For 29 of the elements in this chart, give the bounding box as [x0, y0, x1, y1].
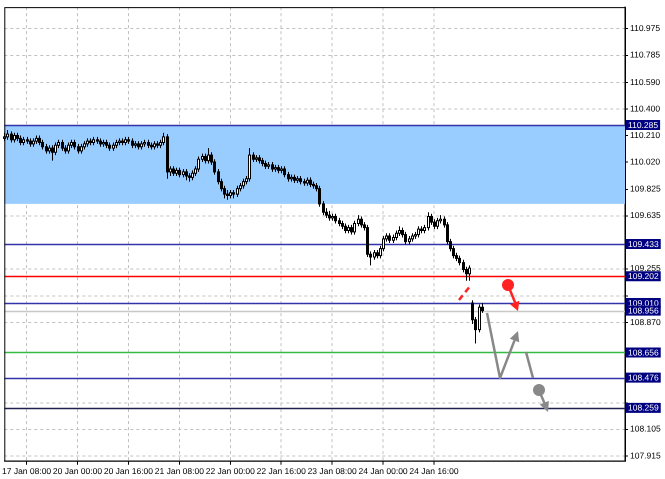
- x-tick-label: 24 Jan 16:00: [409, 466, 459, 476]
- y-tick-label: 110.400: [630, 103, 660, 114]
- y-tick-label: 110.590: [630, 76, 660, 87]
- y-tick-label: 109.635: [630, 210, 661, 220]
- y-tick-label: 108.105: [630, 424, 661, 434]
- y-tick-label: 110.785: [630, 50, 660, 60]
- x-tick-label: 20 Jan 16:00: [104, 466, 154, 476]
- y-tick-label: 108.870: [630, 316, 661, 327]
- ref-line-label: 108.656: [628, 347, 659, 358]
- x-tick-label: 22 Jan 00:00: [206, 466, 256, 476]
- x-tick-label: 23 Jan 08:00: [308, 466, 357, 476]
- x-tick-label: 21 Jan 08:00: [154, 466, 204, 476]
- ref-line-label: 108.956: [628, 305, 659, 316]
- ref-line-label: 109.010: [628, 298, 659, 308]
- y-tick-label: 109.255: [630, 263, 661, 274]
- ref-line-label: 108.476: [628, 372, 659, 382]
- y-tick-label: 110.020: [630, 156, 660, 166]
- y-tick-label: 110.210: [630, 130, 660, 140]
- x-tick-label: 17 Jan 08:00: [2, 466, 52, 476]
- y-tick-label: 110.975: [630, 23, 660, 34]
- x-tick-label: 24 Jan 00:00: [358, 466, 408, 476]
- ref-line-label: 109.433: [628, 238, 659, 249]
- x-tick-label: 22 Jan 16:00: [256, 466, 306, 476]
- y-tick-label: 109.825: [630, 184, 661, 194]
- x-tick-label: 20 Jan 00:00: [52, 466, 102, 476]
- ref-line-label: 109.202: [628, 271, 659, 282]
- ref-line-label: 108.259: [628, 402, 659, 413]
- ref-line-label: 110.285: [628, 120, 658, 130]
- y-tick-label: 107.915: [630, 450, 661, 460]
